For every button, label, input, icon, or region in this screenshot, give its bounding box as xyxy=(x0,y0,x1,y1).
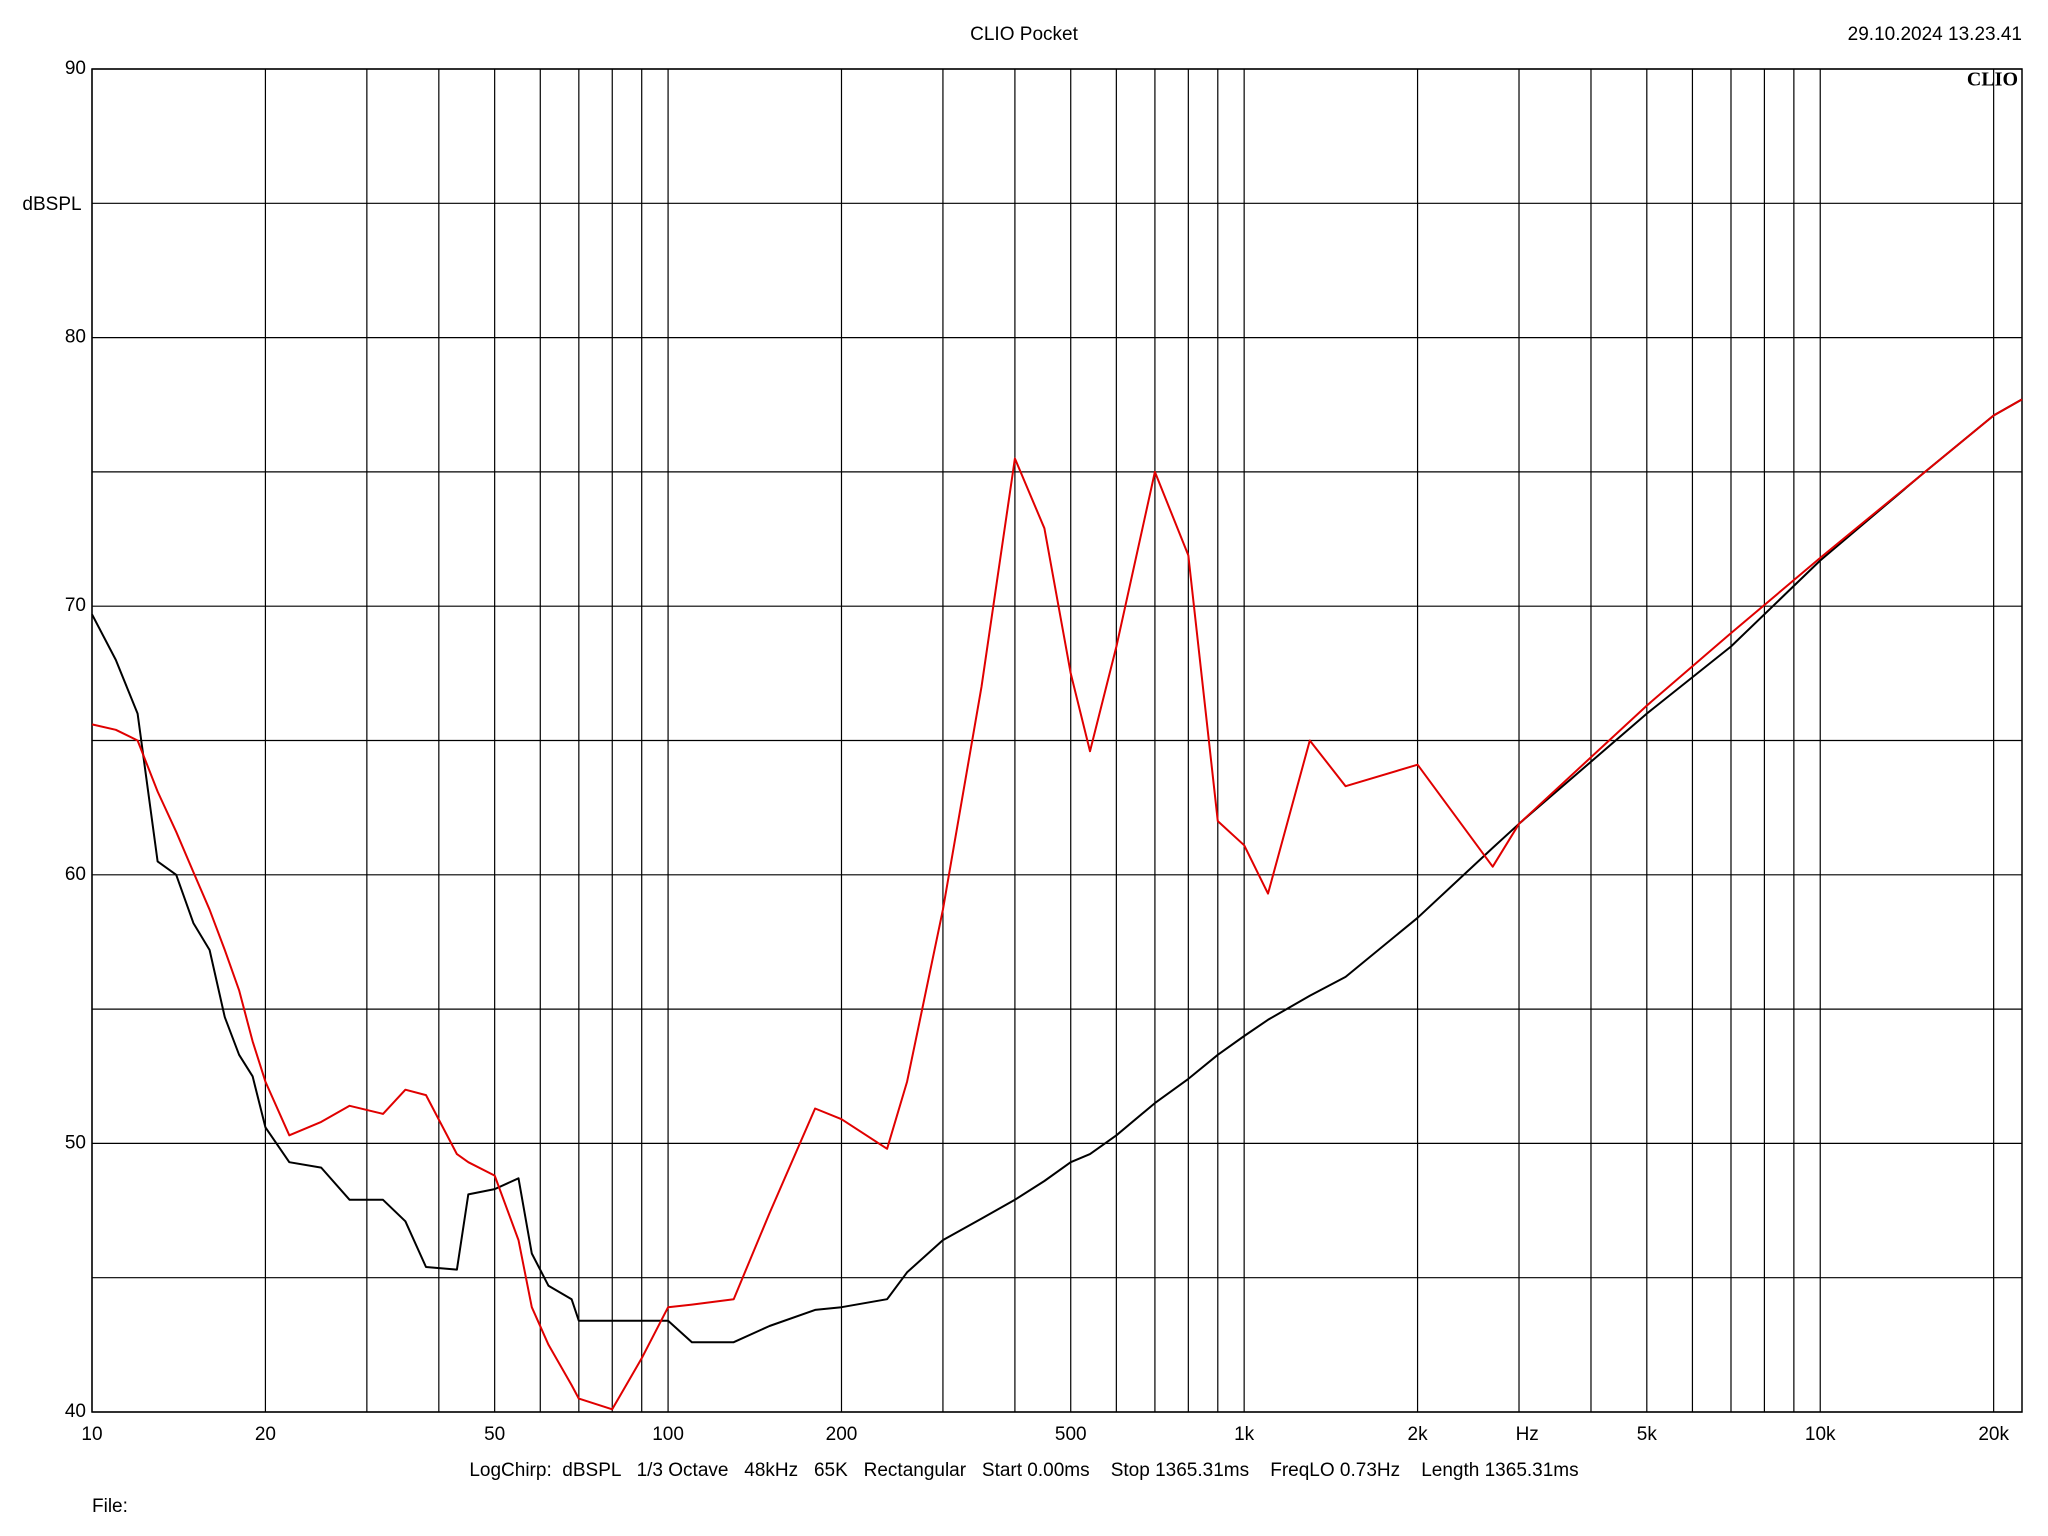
timestamp: 29.10.2024 13.23.41 xyxy=(1848,24,2022,45)
x-tick-label: 500 xyxy=(1055,1424,1087,1445)
y-tick-label: 60 xyxy=(65,864,86,885)
x-tick-label: 2k xyxy=(1408,1424,1429,1445)
y-tick-label: 40 xyxy=(65,1401,86,1422)
file-label: File: xyxy=(92,1496,128,1517)
x-unit: Hz xyxy=(1516,1424,1539,1445)
x-tick-label: 50 xyxy=(484,1424,505,1445)
y-tick-label: 90 xyxy=(65,58,86,79)
y-tick-label: 70 xyxy=(65,595,86,616)
x-tick-label: 20 xyxy=(255,1424,276,1445)
series-line xyxy=(91,398,2023,1344)
x-tick-label: 20k xyxy=(1978,1424,2009,1445)
y-tick-label: 80 xyxy=(65,327,86,348)
series-line xyxy=(91,398,2023,1411)
x-tick-label: 1k xyxy=(1234,1424,1255,1445)
x-tick-label: 10 xyxy=(81,1424,102,1445)
chart-title: CLIO Pocket xyxy=(970,24,1078,45)
x-tick-label: 10k xyxy=(1805,1424,1836,1445)
plot-frame xyxy=(91,68,2023,1413)
logo: CLIO xyxy=(1967,69,2018,91)
y-axis-label: dBSPL xyxy=(22,194,81,215)
x-tick-label: 200 xyxy=(826,1424,858,1445)
x-tick-label: 100 xyxy=(652,1424,684,1445)
x-tick-label: 5k xyxy=(1637,1424,1658,1445)
footer: LogChirp: dBSPL 1/3 Octave 48kHz 65K Rec… xyxy=(469,1460,1578,1481)
y-tick-label: 50 xyxy=(65,1132,86,1153)
